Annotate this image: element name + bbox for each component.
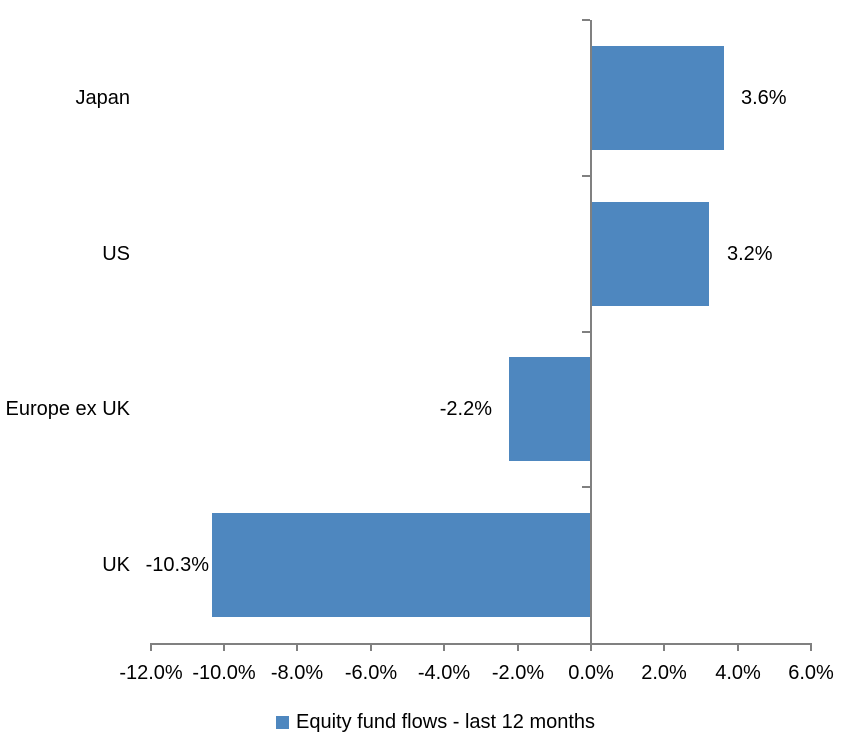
y-axis-tick	[582, 331, 590, 333]
x-axis-tick	[370, 645, 372, 651]
x-axis-tick	[590, 645, 592, 651]
x-axis-tick	[150, 645, 152, 651]
legend-label: Equity fund flows - last 12 months	[296, 711, 596, 733]
legend[interactable]: Equity fund flows - last 12 months	[276, 708, 595, 736]
bar-europe-ex-uk[interactable]	[509, 357, 590, 461]
x-axis-tick	[663, 645, 665, 651]
x-axis-tick	[737, 645, 739, 651]
x-axis-tick-label: -8.0%	[270, 662, 324, 684]
bar-japan[interactable]	[592, 46, 724, 150]
x-axis-tick-label: -2.0%	[491, 662, 545, 684]
x-axis-tick-label: 4.0%	[715, 662, 761, 684]
data-label-us: 3.2%	[727, 243, 773, 265]
x-axis-tick	[296, 645, 298, 651]
y-axis-line	[590, 20, 592, 643]
x-axis-line	[150, 643, 812, 645]
x-axis-tick-label: 0.0%	[568, 662, 614, 684]
x-axis-tick	[223, 645, 225, 651]
data-label-uk: -10.3%	[145, 554, 209, 576]
y-axis-tick	[582, 486, 590, 488]
x-axis-tick-label: -10.0%	[192, 662, 256, 684]
x-axis-tick-label: -12.0%	[119, 662, 183, 684]
x-axis-tick	[443, 645, 445, 651]
y-axis-tick	[582, 19, 590, 21]
x-axis-tick-label: -6.0%	[344, 662, 398, 684]
x-axis-tick	[810, 645, 812, 651]
data-label-japan: 3.6%	[741, 87, 787, 109]
x-axis-tick-label: 2.0%	[641, 662, 687, 684]
bar-uk[interactable]	[212, 513, 590, 617]
bar-us[interactable]	[592, 202, 709, 306]
data-label-europe-ex-uk: -2.2%	[439, 398, 492, 420]
legend-swatch	[276, 715, 289, 729]
category-label-japan: Japan	[75, 87, 131, 109]
x-axis-tick	[517, 645, 519, 651]
category-label-us: US	[102, 243, 130, 265]
x-axis-tick-label: 6.0%	[788, 662, 834, 684]
category-label-europe-ex-uk: Europe ex UK	[5, 398, 130, 420]
x-axis-tick-label: -4.0%	[417, 662, 471, 684]
category-label-uk: UK	[102, 554, 130, 576]
y-axis-tick	[582, 175, 590, 177]
